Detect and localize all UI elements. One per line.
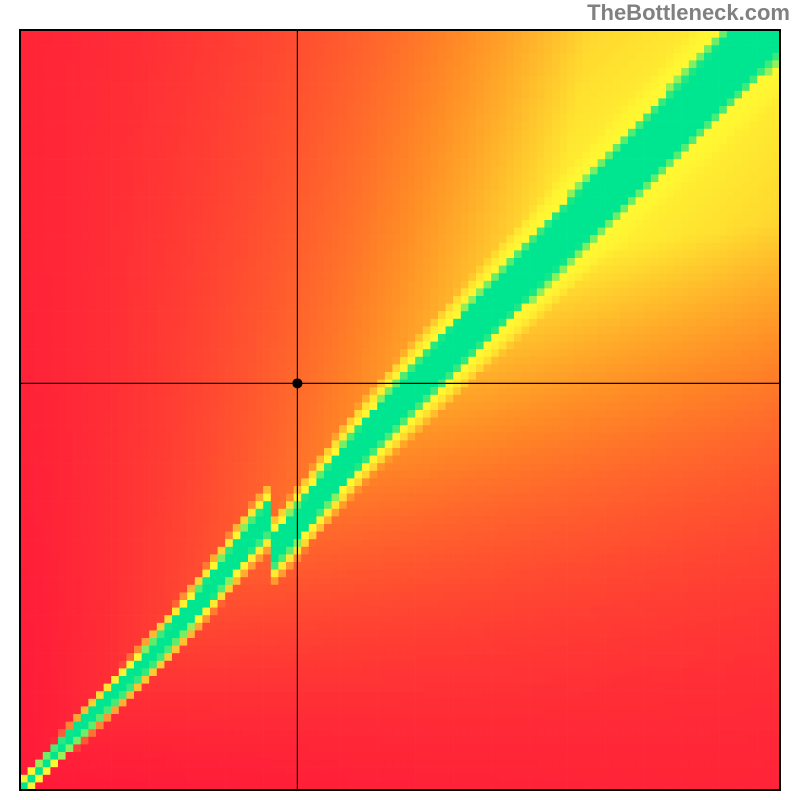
chart-container: TheBottleneck.com — [0, 0, 800, 800]
watermark-text: TheBottleneck.com — [587, 0, 790, 26]
bottleneck-heatmap — [0, 0, 800, 800]
